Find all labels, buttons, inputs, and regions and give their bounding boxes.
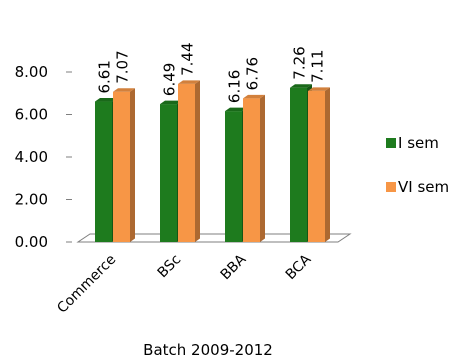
y-tick-label: 0.00 xyxy=(15,233,48,251)
y-tick-label: 4.00 xyxy=(15,148,48,166)
bar-top-face xyxy=(308,87,330,91)
data-label: 7.26 xyxy=(291,46,309,79)
bar-top-face xyxy=(178,80,200,84)
bar-vi-sem-bba xyxy=(243,98,260,242)
bar-top-face xyxy=(290,84,312,88)
y-tick-label: 2.00 xyxy=(15,191,48,209)
bar-vi-sem-bca xyxy=(308,90,325,242)
bar-vi-sem-commerce xyxy=(113,91,130,242)
bar-i-sem-commerce xyxy=(95,101,112,242)
bar-side-face xyxy=(325,87,330,242)
data-label: 6.49 xyxy=(161,63,179,96)
legend-swatch xyxy=(386,138,396,148)
bar-top-face xyxy=(95,98,117,102)
y-tick-label: 6.00 xyxy=(15,106,48,124)
x-tick-label: BSc xyxy=(155,252,185,282)
x-tick-label: Commerce xyxy=(54,252,119,317)
y-tick-label: 8.00 xyxy=(15,63,48,81)
bar-i-sem-bca xyxy=(290,87,307,242)
data-label: 6.76 xyxy=(244,57,262,90)
legend-swatch xyxy=(386,182,396,192)
data-label: 7.44 xyxy=(179,42,197,75)
bar-top-face xyxy=(113,88,135,92)
bar-top-face xyxy=(225,107,247,112)
x-tick-label: BCA xyxy=(283,251,315,283)
x-axis-title: Batch 2009-2012 xyxy=(143,341,273,359)
data-label: 7.07 xyxy=(114,50,132,83)
bar-top-face xyxy=(160,100,182,105)
bar-i-sem-bsc xyxy=(160,104,177,243)
bar-vi-sem-bsc xyxy=(178,83,195,243)
bar-i-sem-bba xyxy=(225,111,242,242)
x-tick-label: BBA xyxy=(218,251,250,283)
legend-label: VI sem xyxy=(398,178,449,196)
data-label: 6.61 xyxy=(96,60,114,93)
bar-side-face xyxy=(195,80,200,243)
bar-top-face xyxy=(243,94,265,99)
bar-side-face xyxy=(130,88,135,242)
data-label: 6.16 xyxy=(226,70,244,103)
bar-side-face xyxy=(260,94,265,242)
data-label: 7.11 xyxy=(309,50,327,83)
legend-label: I sem xyxy=(398,134,439,152)
